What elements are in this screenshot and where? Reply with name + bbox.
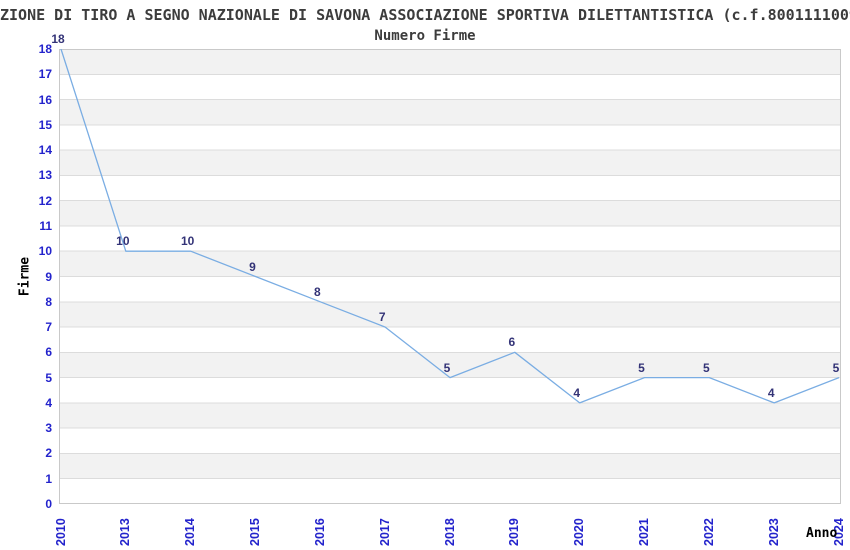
y-tick-label: 8: [45, 294, 52, 309]
y-tick-label: 14: [38, 143, 52, 158]
plot-area: [59, 49, 841, 504]
chart-title: ZIONE DI TIRO A SEGNO NAZIONALE DI SAVON…: [0, 6, 850, 24]
x-tick-label: 2014: [183, 518, 198, 546]
y-tick-label: 3: [45, 421, 52, 436]
chart-subtitle: Numero Firme: [374, 28, 476, 44]
x-tick-label: 2022: [701, 518, 716, 546]
x-tick-label: 2017: [377, 518, 392, 546]
stripe-band: [59, 150, 841, 176]
stripe-band: [59, 352, 841, 378]
data-point-label: 10: [180, 234, 195, 249]
x-tick-label: 2016: [312, 518, 327, 546]
data-point-label: 5: [832, 360, 840, 375]
series-line: [60, 49, 840, 404]
x-axis-title: Anno: [806, 526, 838, 541]
y-tick-label: 17: [38, 67, 52, 82]
x-tick-label: 2015: [248, 518, 262, 546]
y-tick-label: 12: [38, 193, 52, 208]
stripe-band: [59, 251, 841, 277]
data-point-label: 9: [249, 259, 256, 274]
plot-border: [59, 49, 841, 504]
y-tick-label: 0: [45, 497, 52, 511]
data-point-label: 5: [702, 360, 710, 375]
x-tick-label: 2010: [53, 518, 68, 546]
data-point-label: 5: [443, 360, 451, 375]
y-tick-label: 6: [45, 345, 52, 360]
x-tick-label: 2021: [637, 518, 651, 546]
x-tick-label: 2013: [118, 518, 133, 546]
y-tick-label: 18: [38, 42, 52, 56]
data-point-label: 7: [378, 310, 386, 325]
y-tick-label: 9: [45, 269, 52, 284]
y-tick-label: 15: [38, 117, 52, 132]
y-tick-label: 13: [38, 168, 52, 183]
y-tick-label: 2: [45, 446, 52, 461]
x-tick-label: 2023: [766, 518, 781, 546]
y-tick-label: 10: [38, 244, 52, 259]
stripe-band: [59, 200, 841, 226]
y-tick-label: 7: [45, 320, 52, 335]
data-point-label: 10: [116, 234, 130, 249]
x-tick-label: 2018: [442, 518, 457, 546]
x-tick-label: 2019: [507, 518, 522, 546]
y-tick-label: 16: [38, 92, 52, 107]
data-point-label: 6: [508, 335, 516, 350]
stripe-band: [59, 49, 841, 75]
y-tick-label: 1: [45, 471, 52, 486]
data-point-label: 8: [313, 284, 321, 299]
x-tick-label: 2020: [572, 518, 587, 546]
line-chart-svg: [59, 49, 841, 504]
y-tick-label: 4: [45, 395, 52, 410]
stripe-band: [59, 453, 841, 479]
stripe-band: [59, 99, 841, 125]
data-point-label: 4: [573, 385, 580, 400]
y-tick-label: 11: [39, 218, 52, 233]
data-point-label: 4: [767, 385, 775, 400]
y-tick-label: 5: [45, 370, 52, 385]
stripe-band: [59, 402, 841, 429]
data-point-label: 5: [638, 360, 645, 375]
stripe-band: [59, 301, 841, 328]
data-point-label: 18: [51, 32, 65, 46]
